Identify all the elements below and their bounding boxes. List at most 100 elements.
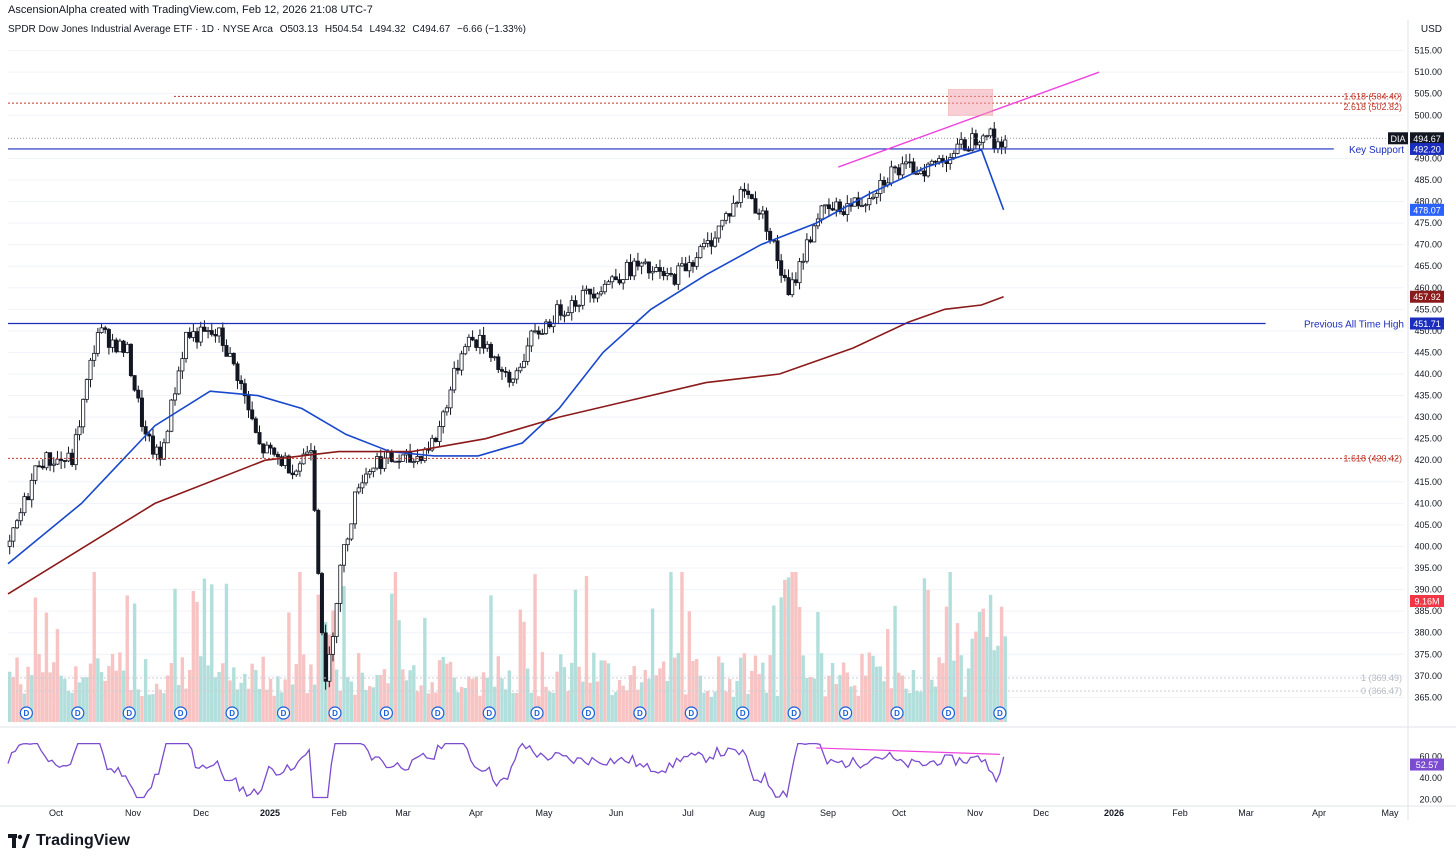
x-tick-label: Aug bbox=[749, 808, 765, 818]
volume-bar bbox=[243, 673, 247, 722]
dividend-marker bbox=[993, 706, 1007, 720]
candle-down bbox=[782, 274, 787, 278]
x-tick-label: Apr bbox=[1312, 808, 1326, 818]
candle-down bbox=[59, 458, 64, 461]
candle-down bbox=[893, 166, 898, 169]
volume-bar bbox=[254, 670, 258, 722]
volume-bar bbox=[294, 664, 298, 722]
currency-label: USD bbox=[1420, 24, 1442, 35]
candle-up bbox=[599, 291, 604, 295]
volume-bar bbox=[129, 690, 133, 722]
volume-bar bbox=[74, 666, 78, 722]
candle-up bbox=[77, 426, 82, 436]
volume-bar bbox=[786, 577, 791, 722]
volume-bar bbox=[904, 688, 908, 722]
ohlc-change: −6.66 (−1.33%) bbox=[456, 24, 526, 35]
volume-bar bbox=[298, 572, 302, 722]
candle-down bbox=[481, 334, 486, 349]
volume-bar bbox=[452, 677, 456, 722]
y-tick-label: 490.00 bbox=[1414, 153, 1442, 163]
candle-up bbox=[364, 473, 369, 484]
candle-up bbox=[386, 451, 391, 459]
volume-bar bbox=[96, 658, 100, 722]
volume-bar bbox=[514, 692, 519, 722]
volume-bar bbox=[658, 668, 662, 722]
volume-bar bbox=[823, 696, 827, 722]
volume-bar bbox=[375, 674, 379, 722]
volume-bar bbox=[533, 574, 537, 722]
volume-bar bbox=[948, 572, 952, 722]
candle-up bbox=[724, 213, 729, 221]
volume-bar bbox=[871, 655, 875, 722]
volume-bar bbox=[382, 669, 387, 722]
volume-bar bbox=[210, 584, 214, 722]
candle-up bbox=[514, 370, 519, 380]
candle-down bbox=[628, 261, 633, 277]
dividend-marker bbox=[633, 706, 647, 720]
candle-down bbox=[261, 443, 266, 454]
volume-bar bbox=[11, 677, 16, 722]
volume-bar bbox=[863, 675, 868, 722]
volume-bar bbox=[977, 611, 982, 722]
volume-bar bbox=[639, 682, 644, 722]
y-tick-label: 395.00 bbox=[1414, 563, 1442, 573]
volume-bar bbox=[357, 653, 361, 722]
volume-bar bbox=[728, 679, 732, 722]
volume-bar bbox=[672, 657, 677, 722]
candle-up bbox=[577, 304, 582, 307]
candle-up bbox=[518, 366, 523, 372]
dividend-marker-label: D bbox=[229, 709, 235, 718]
candle-up bbox=[393, 460, 398, 463]
volume-bar bbox=[474, 676, 478, 722]
dividend-marker-label: D bbox=[688, 709, 694, 718]
candle-up bbox=[731, 202, 736, 217]
candle-down bbox=[114, 339, 119, 353]
candle-up bbox=[33, 465, 38, 481]
candle-down bbox=[503, 370, 508, 373]
price-badge-text: 478.07 bbox=[1413, 205, 1441, 215]
candle-down bbox=[147, 433, 152, 437]
symbol-legend: SPDR Dow Jones Industrial Average ETF · … bbox=[8, 24, 530, 35]
volume-bar bbox=[353, 694, 357, 722]
candle-down bbox=[187, 331, 192, 338]
y-tick-label: 515.00 bbox=[1414, 46, 1442, 56]
y-tick-label: 435.00 bbox=[1414, 391, 1442, 401]
candle-down bbox=[793, 279, 798, 284]
candle-up bbox=[738, 188, 743, 203]
dividend-marker bbox=[941, 706, 956, 720]
candle-up bbox=[510, 378, 515, 383]
candle-up bbox=[926, 163, 931, 177]
volume-bar bbox=[794, 572, 798, 722]
candle-up bbox=[308, 450, 313, 453]
price-badge bbox=[1410, 595, 1444, 607]
candle-up bbox=[823, 204, 828, 207]
tradingview-logo-icon bbox=[8, 834, 30, 848]
volume-bar bbox=[841, 662, 846, 722]
candle-up bbox=[371, 467, 376, 472]
candle-up bbox=[84, 379, 89, 400]
volume-bar bbox=[272, 695, 276, 722]
x-tick-label: 2026 bbox=[1104, 808, 1124, 818]
volume-bar bbox=[562, 667, 567, 722]
candle-down bbox=[768, 230, 773, 241]
symbol-badge bbox=[1388, 132, 1408, 145]
volume-bar bbox=[584, 575, 589, 722]
volume-bar bbox=[470, 679, 475, 722]
ohlc-close: C494.67 bbox=[412, 24, 451, 35]
candle-down bbox=[213, 334, 218, 337]
volume-bar bbox=[316, 594, 320, 722]
candle-down bbox=[239, 380, 244, 385]
candle-up bbox=[51, 463, 56, 466]
candle-up bbox=[441, 411, 446, 427]
volume-bar bbox=[169, 662, 174, 722]
candle-up bbox=[415, 456, 420, 463]
ohlc-high: H504.54 bbox=[324, 24, 363, 35]
volume-bar bbox=[687, 611, 692, 722]
ohlc-low: L494.32 bbox=[369, 24, 406, 35]
volume-bar bbox=[999, 606, 1004, 722]
tradingview-logo[interactable]: TradingView bbox=[8, 832, 130, 850]
y-tick-label: 370.00 bbox=[1414, 671, 1442, 681]
volume-bar bbox=[503, 689, 508, 722]
